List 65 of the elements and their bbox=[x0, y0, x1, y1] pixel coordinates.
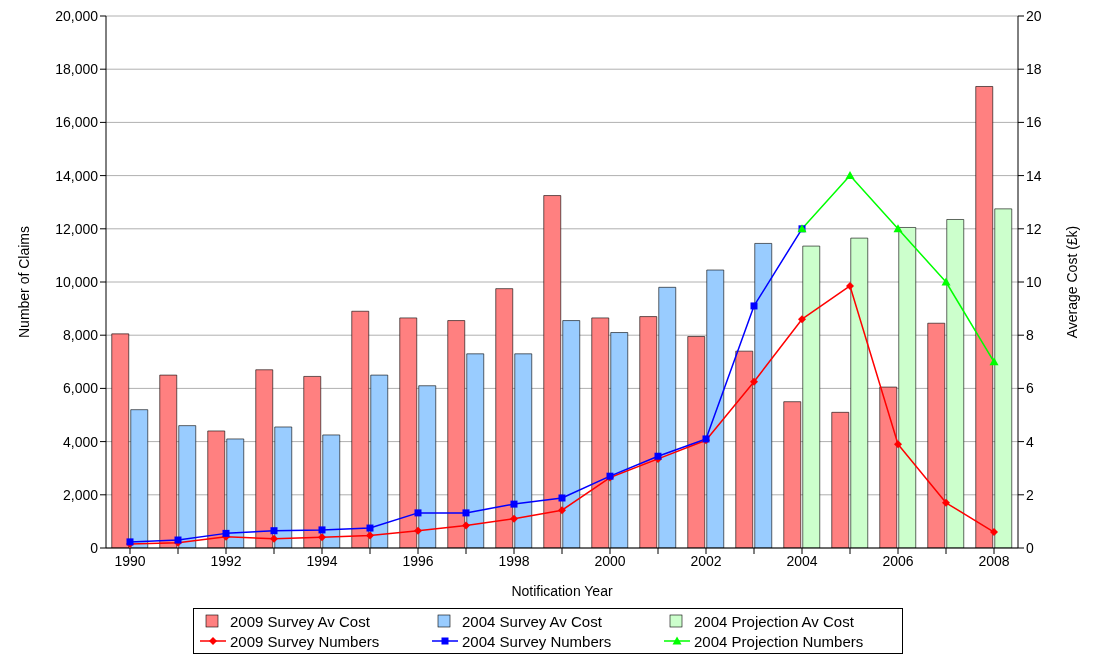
point bbox=[798, 315, 806, 324]
point bbox=[750, 377, 758, 386]
point bbox=[510, 500, 518, 508]
y2-tick-label: 16 bbox=[1026, 114, 1042, 131]
point bbox=[941, 277, 951, 286]
x-tick-label: 1990 bbox=[114, 552, 146, 569]
point bbox=[318, 533, 326, 542]
point bbox=[510, 514, 518, 523]
point bbox=[318, 526, 326, 534]
y2-tick-label: 20 bbox=[1026, 7, 1042, 24]
x-tick-label: 2000 bbox=[594, 552, 626, 569]
legend-label: 2009 Survey Av Cost bbox=[230, 612, 370, 630]
y-tick-label: 2,000 bbox=[62, 486, 99, 503]
point bbox=[366, 531, 374, 540]
y2-tick-label: 10 bbox=[1026, 273, 1042, 290]
point bbox=[845, 171, 855, 180]
x-tick-label: 1996 bbox=[402, 552, 434, 569]
y-tick-label: 6,000 bbox=[62, 380, 99, 397]
legend-label: 2004 Survey Av Cost bbox=[462, 612, 602, 630]
y-tick-label: 0 bbox=[90, 539, 99, 556]
x-tick-label: 2008 bbox=[978, 552, 1010, 569]
y-tick-label: 10,000 bbox=[55, 273, 99, 290]
point bbox=[414, 509, 422, 517]
y2-tick-label: 6 bbox=[1026, 380, 1034, 397]
x-tick-label: 1994 bbox=[306, 552, 338, 569]
x-tick-label: 2004 bbox=[786, 552, 818, 569]
x-tick-label: 2002 bbox=[690, 552, 722, 569]
x-tick-label: 2006 bbox=[882, 552, 914, 569]
legend-label: 2004 Projection Numbers bbox=[694, 632, 864, 650]
point bbox=[942, 498, 950, 507]
y2-axis-title: Average Cost (£k) bbox=[1063, 225, 1080, 339]
point bbox=[270, 527, 278, 535]
y2-tick-label: 8 bbox=[1026, 327, 1034, 344]
point bbox=[462, 521, 470, 530]
x-axis-title: Notification Year bbox=[511, 583, 613, 599]
point bbox=[414, 526, 422, 535]
y2-tick-label: 12 bbox=[1026, 220, 1042, 237]
y-tick-label: 8,000 bbox=[62, 327, 99, 344]
y-tick-label: 12,000 bbox=[55, 220, 99, 237]
point bbox=[750, 302, 758, 310]
y2-tick-label: 18 bbox=[1026, 61, 1042, 78]
legend-label: 2004 Survey Numbers bbox=[462, 632, 612, 650]
point bbox=[366, 524, 374, 532]
y2-tick-label: 2 bbox=[1026, 486, 1034, 503]
y2-tick-label: 0 bbox=[1026, 539, 1034, 556]
x-tick-label: 1998 bbox=[498, 552, 530, 569]
point bbox=[222, 529, 230, 537]
y2-tick-label: 14 bbox=[1026, 167, 1042, 184]
y-axis-title: Number of Claims bbox=[15, 225, 32, 339]
legend-label: 2004 Projection Av Cost bbox=[694, 612, 854, 630]
point bbox=[894, 440, 902, 449]
y-tick-label: 4,000 bbox=[62, 433, 99, 450]
y-tick-label: 18,000 bbox=[55, 61, 99, 78]
y-tick-label: 14,000 bbox=[55, 167, 99, 184]
legend-label: 2009 Survey Numbers bbox=[230, 632, 380, 650]
x-tick-label: 1992 bbox=[210, 552, 242, 569]
point bbox=[990, 528, 998, 537]
y-tick-label: 20,000 bbox=[55, 7, 99, 24]
y2-tick-label: 4 bbox=[1026, 433, 1034, 450]
point bbox=[558, 506, 566, 515]
y-tick-label: 16,000 bbox=[55, 114, 99, 131]
point bbox=[558, 494, 566, 502]
point bbox=[462, 509, 470, 517]
point bbox=[846, 281, 854, 290]
point bbox=[270, 534, 278, 543]
